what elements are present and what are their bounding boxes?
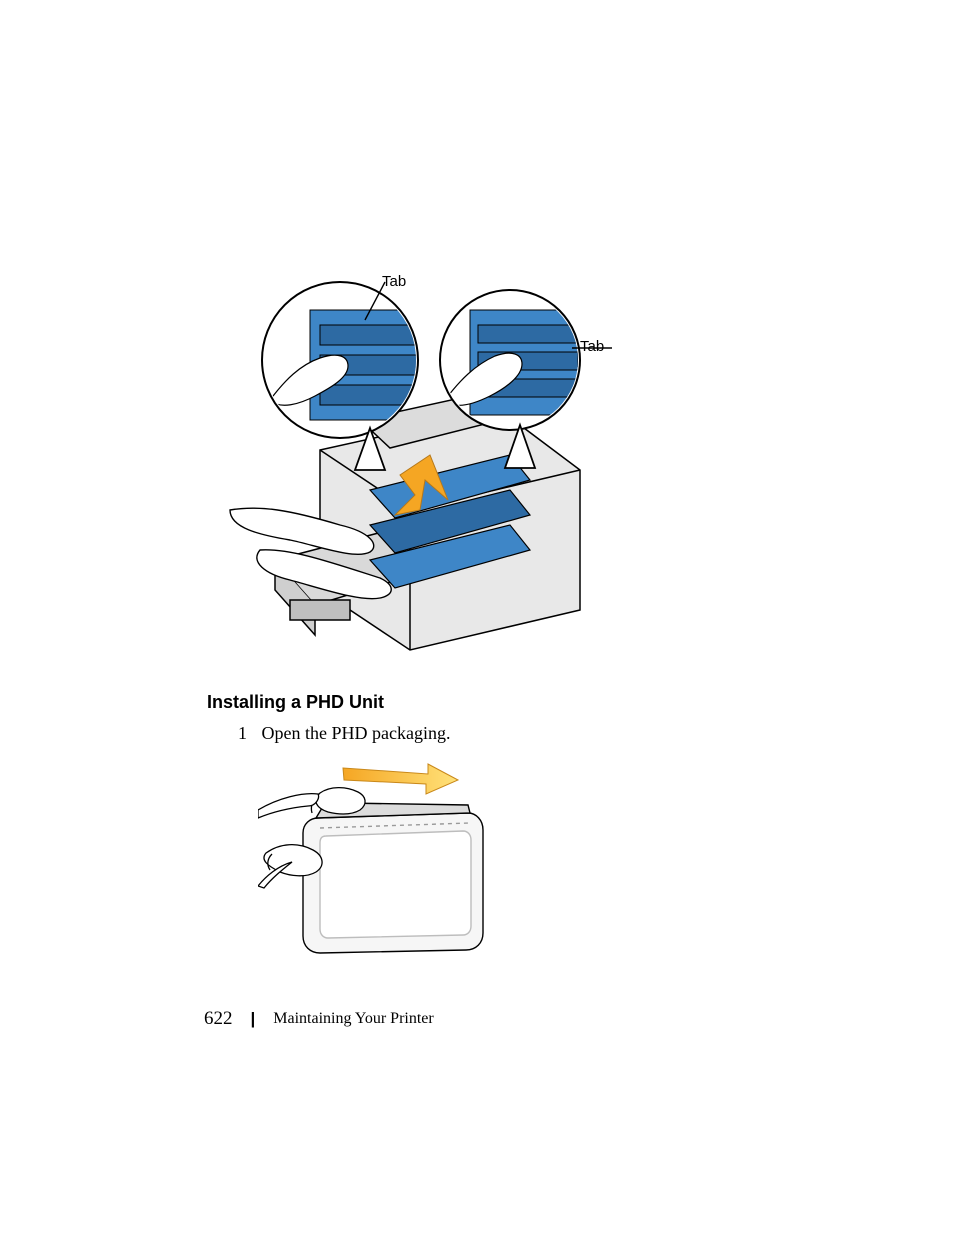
figure-printer-phd (220, 270, 620, 660)
section-heading: Installing a PHD Unit (207, 692, 384, 713)
step-1: 1 Open the PHD packaging. (225, 723, 450, 744)
callout-label-tab-right: Tab (580, 338, 604, 355)
page: Tab Tab Installing a PHD Unit 1 Open the… (0, 0, 954, 1235)
figure-open-packaging (258, 758, 498, 968)
page-footer: 622 | Maintaining Your Printer (204, 1008, 434, 1030)
page-number: 622 (204, 1008, 233, 1030)
callout-label-tab-top: Tab (382, 273, 406, 290)
step-1-text: Open the PHD packaging. (262, 723, 451, 743)
footer-separator: | (251, 1009, 256, 1029)
step-1-number: 1 (225, 723, 247, 744)
footer-title: Maintaining Your Printer (273, 1010, 433, 1028)
